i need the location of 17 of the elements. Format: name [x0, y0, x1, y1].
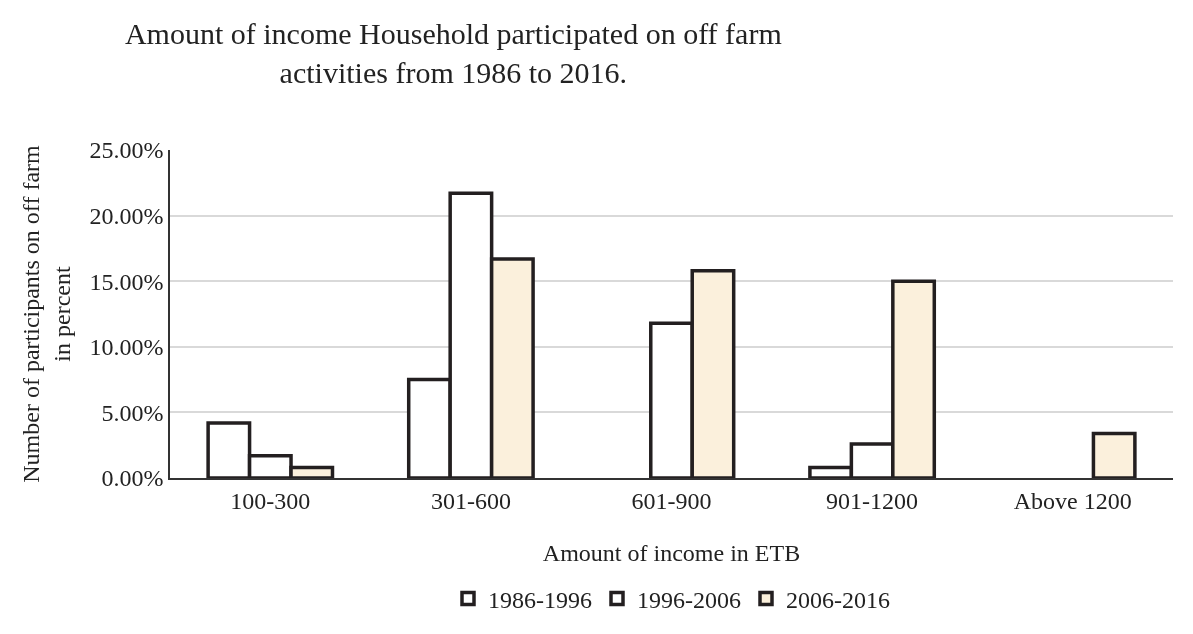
y-axis-title: Number of participants on off farm in percent — [17, 144, 76, 483]
legend-label: 1996-2006 — [637, 586, 741, 613]
y-tick-label: 25.00% — [89, 137, 164, 164]
x-tick-label: Above 1200 — [1013, 487, 1132, 514]
y-tick-label: 15.00% — [89, 268, 164, 295]
y-tick-label: 5.00% — [101, 399, 164, 426]
legend-label: 1986-1996 — [488, 586, 592, 613]
legend-label: 2006-2016 — [786, 586, 890, 613]
x-tick-label: 100-300 — [230, 487, 311, 514]
y-tick-label: 10.00% — [89, 334, 164, 361]
x-tick-label: 301-600 — [430, 487, 511, 514]
x-tick-label: 601-900 — [631, 487, 712, 514]
x-tick-label: 901-1200 — [826, 487, 919, 514]
y-tick-label: 20.00% — [89, 203, 164, 229]
y-tick-label: 0.00% — [101, 465, 164, 492]
x-axis-title: Amount of income in ETB — [542, 539, 801, 566]
chart-title: Amount of income Household participated on off farm activities from 1986 to 2016. — [124, 17, 782, 90]
